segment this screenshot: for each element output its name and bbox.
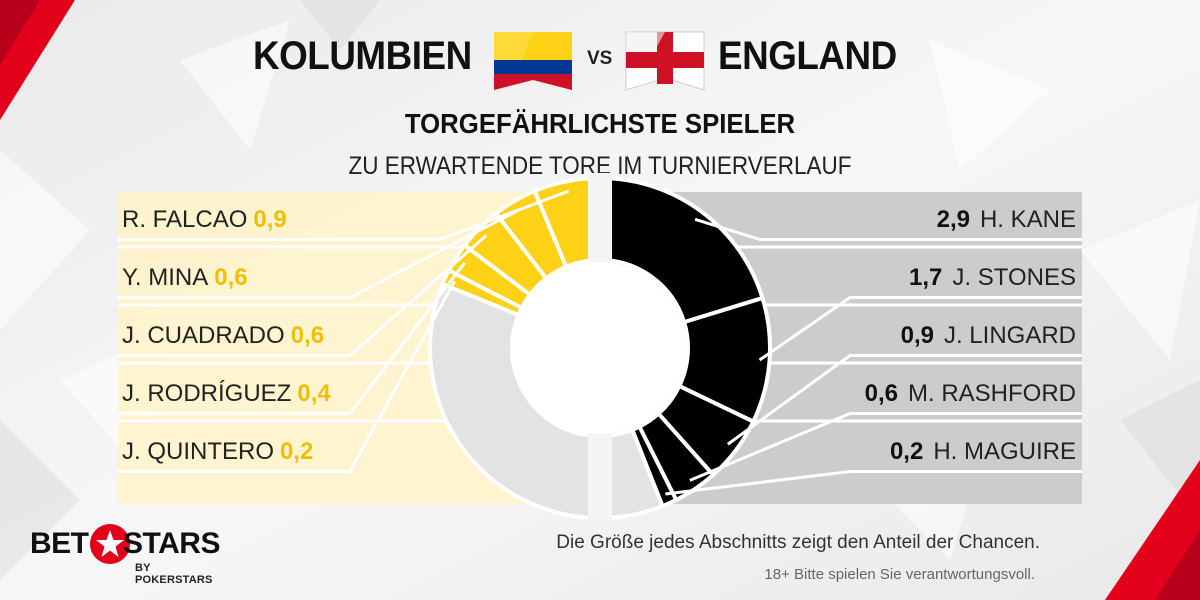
right-leader-line-5	[665, 470, 1082, 496]
left-player-row: J. RODRÍGUEZ 0,4	[122, 366, 331, 421]
left-leader-line-2	[118, 208, 521, 299]
right-leader-line-3	[726, 354, 1082, 446]
left-player-row: J. CUADRADO 0,6	[122, 308, 324, 363]
vs-label: VS	[587, 48, 613, 69]
expected-goals-value: 0,2	[889, 438, 924, 465]
left-leader-line-3	[118, 234, 488, 357]
player-name: J. RODRÍGUEZ	[122, 380, 292, 407]
expected-goals-value: 0,4	[297, 380, 331, 407]
left-segment-5	[439, 267, 525, 318]
right-player-row: 2,9 H. KANE	[937, 192, 1076, 247]
player-name: J. STONES	[952, 264, 1076, 291]
team-right-name: ENGLAND	[718, 34, 897, 78]
chart-note: Die Größe jedes Abschnitts zeigt den Ant…	[556, 532, 1040, 553]
logo-bet-text: BET	[30, 527, 89, 560]
right-leader-line-1	[694, 217, 1082, 241]
player-name: H. MAGUIRE	[933, 438, 1076, 465]
betstars-logo: BET STARS BY POKERSTARS	[30, 524, 230, 586]
expected-goals-value: 0,6	[864, 380, 898, 407]
right-leader-line-4	[689, 412, 1082, 482]
expected-goals-value: 0,6	[290, 322, 325, 349]
england-flag-icon	[625, 31, 705, 91]
logo-subtitle: BY POKERSTARS	[135, 562, 213, 586]
disclaimer: 18+ Bitte spielen Sie verantwortungsvoll…	[764, 566, 1035, 583]
expected-goals-value: 2,9	[936, 206, 970, 233]
logo-stars-text: STARS	[123, 527, 220, 560]
left-player-row: J. QUINTERO 0,2	[122, 424, 313, 479]
right-player-row: 1,7 J. STONES	[909, 250, 1076, 305]
left-leader-line-1	[118, 189, 570, 241]
player-name: R. FALCAO	[122, 206, 248, 233]
expected-goals-value: 1,7	[909, 264, 943, 291]
left-leader-line-5	[118, 280, 456, 473]
player-name: H. KANE	[979, 206, 1076, 233]
left-player-row: R. FALCAO 0,9	[122, 192, 287, 247]
colombia-flag-icon	[494, 32, 572, 90]
expected-goals-value: 0,9	[253, 206, 287, 233]
player-name: M. RASHFORD	[908, 380, 1076, 407]
expected-goals-value: 0,6	[214, 264, 248, 291]
right-player-row: 0,6 M. RASHFORD	[865, 366, 1076, 421]
expected-goals-value: 0,2	[280, 438, 314, 465]
donut-hole	[514, 262, 686, 434]
left-player-row: Y. MINA 0,6	[122, 250, 248, 305]
player-name: Y. MINA	[122, 264, 209, 291]
star-icon	[90, 524, 130, 564]
left-remainder-segment	[428, 281, 602, 521]
chart-subtitle: TORGEFÄHRLICHSTE SPIELER	[404, 108, 796, 139]
expected-goals-value: 0,9	[900, 322, 934, 349]
player-name: J. LINGARD	[943, 322, 1076, 349]
right-player-row: 0,2 H. MAGUIRE	[890, 424, 1076, 479]
player-name: J. QUINTERO	[122, 438, 275, 465]
right-leader-line-2	[758, 296, 1082, 362]
right-segment-5	[629, 423, 679, 509]
player-name: J. CUADRADO	[122, 322, 285, 349]
left-leader-line-4	[118, 261, 466, 415]
title-row: KOLUMBIEN VS ENGLAND	[0, 30, 1200, 91]
right-segment-1	[598, 175, 765, 325]
team-left-name: KOLUMBIEN	[253, 34, 472, 78]
right-player-row: 0,9 J. LINGARD	[901, 308, 1076, 363]
corner-stripe-bottom-right	[1105, 460, 1200, 600]
